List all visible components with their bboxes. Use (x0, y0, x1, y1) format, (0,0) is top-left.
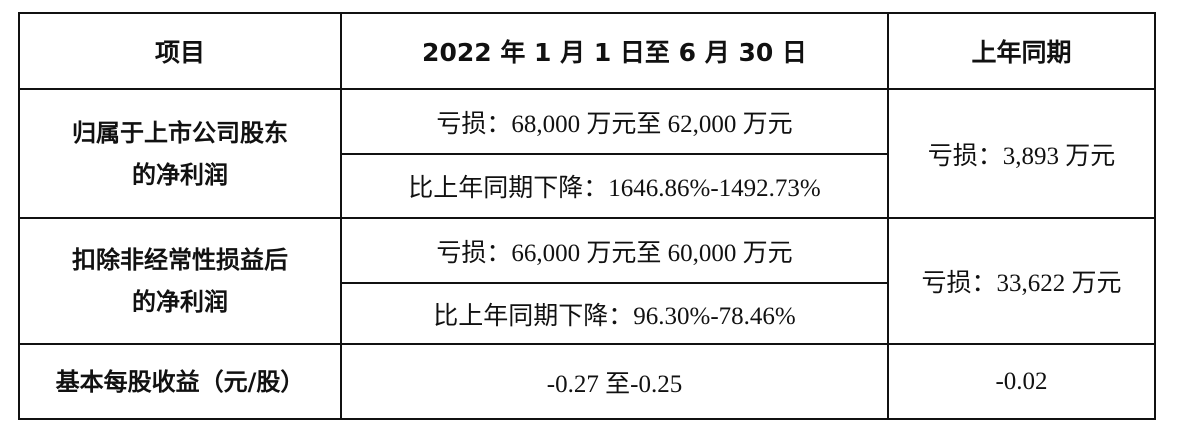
header-current-period: 2022 年 1 月 1 日至 6 月 30 日 (340, 12, 889, 90)
table-row: 比上年同期下降：96.30%-78.46% (19, 282, 1155, 345)
row-label-line1: 扣除非经常性损益后 (72, 246, 288, 274)
eps-row: 基本每股收益（元/股） -0.27 至-0.25 -0.02 (18, 343, 1156, 420)
current-loss: 亏损：66,000 万元至 60,000 万元 (340, 217, 889, 284)
row-label: 扣除非经常性损益后 的净利润 (18, 217, 342, 345)
table-row: 归属于上市公司股东 的净利润 亏损：68,000 万元至 62,000 万元 亏损… (18, 88, 1156, 219)
row-label-line2: 的净利润 (132, 288, 228, 316)
prior-value: 亏损：33,622 万元 (887, 217, 1156, 345)
header-prior-period: 上年同期 (887, 12, 1156, 90)
prior-value: 亏损：3,893 万元 (887, 88, 1156, 219)
current-change: 比上年同期下降：1646.86%-1492.73% (340, 153, 889, 219)
header-row: 项目 2022 年 1 月 1 日至 6 月 30 日 上年同期 (18, 12, 1156, 90)
eps-prior: -0.02 (887, 343, 1156, 420)
current-change: 比上年同期下降：96.30%-78.46% (340, 282, 889, 345)
row-label-line1: 归属于上市公司股东 (72, 118, 288, 147)
eps-label: 基本每股收益（元/股） (18, 343, 342, 420)
eps-current: -0.27 至-0.25 (340, 343, 889, 420)
table-row: 比上年同期下降：1646.86%-1492.73% (19, 153, 1155, 219)
current-loss: 亏损：68,000 万元至 62,000 万元 (340, 88, 889, 155)
earnings-forecast-table: 项目 2022 年 1 月 1 日至 6 月 30 日 上年同期 归属于上市公司… (18, 12, 1156, 420)
header-item: 项目 (18, 12, 342, 90)
row-label: 归属于上市公司股东 的净利润 (18, 88, 342, 219)
row-label-line2: 的净利润 (132, 160, 228, 189)
table-row: 扣除非经常性损益后 的净利润 亏损：66,000 万元至 60,000 万元 亏损… (18, 217, 1156, 345)
